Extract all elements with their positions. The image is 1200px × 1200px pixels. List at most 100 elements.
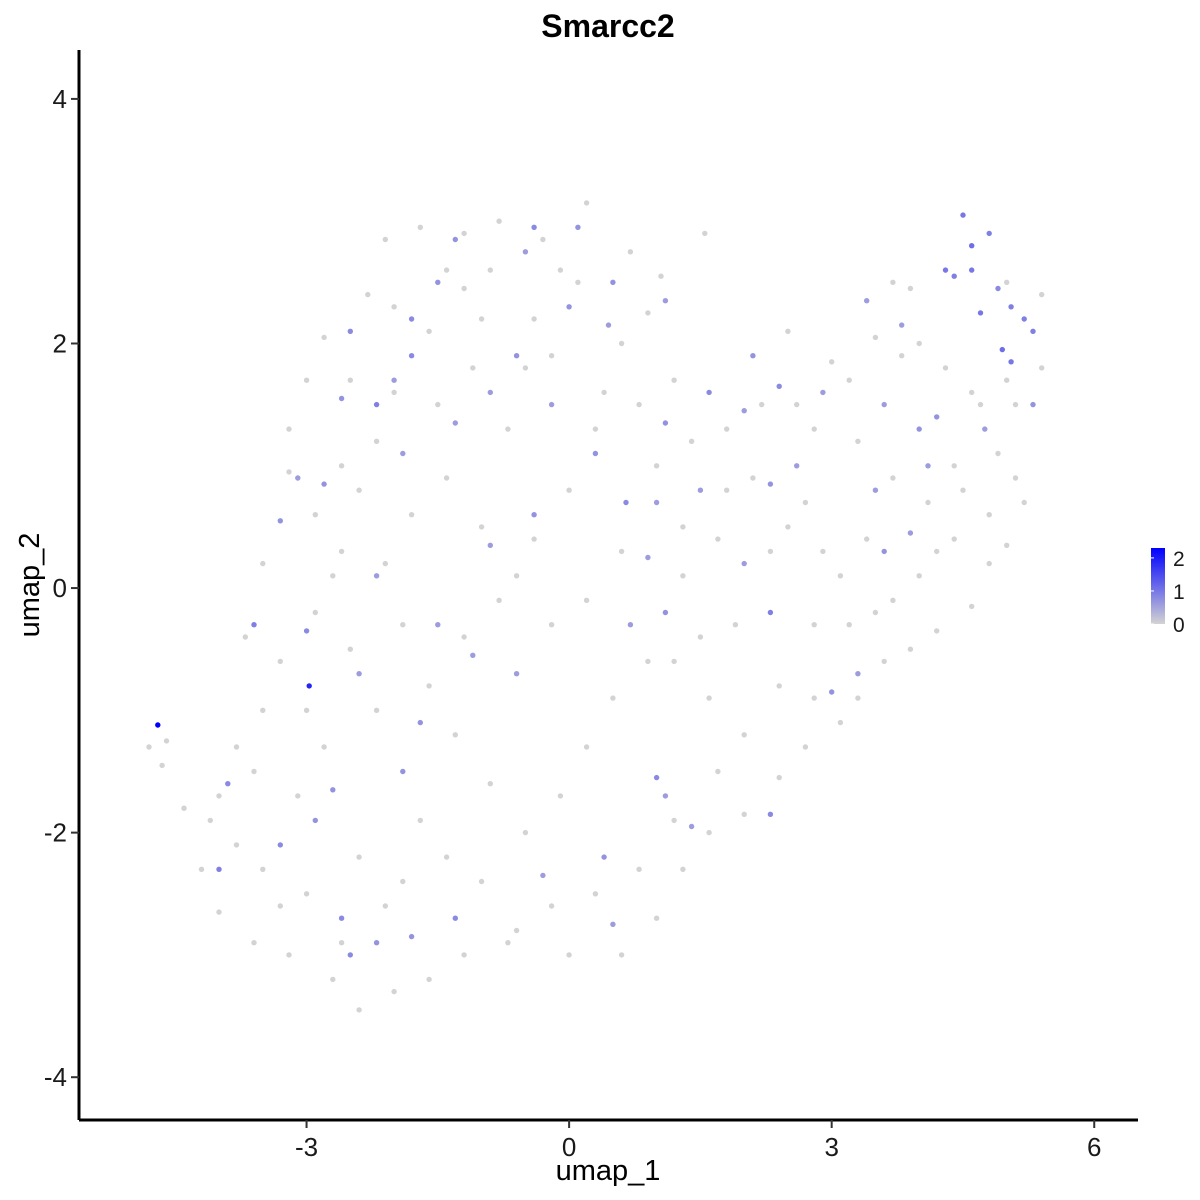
cell-point (338, 395, 345, 402)
cell-point (811, 426, 817, 432)
cell-point (618, 952, 625, 958)
cell-point (986, 560, 992, 567)
cell-point (610, 279, 616, 285)
cell-point (356, 487, 362, 493)
cell-point (452, 732, 458, 738)
cell-point (820, 548, 826, 555)
cell-point (426, 328, 432, 334)
cell-point (785, 328, 791, 334)
cell-point (408, 512, 415, 518)
cell-point (680, 524, 686, 530)
cell-point (461, 230, 467, 237)
cell-point (776, 683, 782, 689)
cell-point (321, 334, 327, 341)
cell-point (303, 377, 310, 383)
cell-point (592, 450, 599, 457)
cell-point (969, 389, 975, 396)
cell-point (216, 909, 222, 915)
cell-point (623, 499, 629, 506)
cell-point (225, 781, 231, 787)
cell-point (347, 328, 353, 334)
cell-point (295, 475, 301, 481)
cell-point (750, 475, 756, 481)
cell-point (680, 866, 686, 872)
cell-point (531, 224, 537, 230)
cell-point (864, 298, 870, 304)
cell-point (750, 353, 756, 359)
cell-point (636, 401, 642, 408)
cell-point (1012, 475, 1019, 481)
cell-point (242, 634, 248, 640)
cell-point (653, 499, 660, 506)
cell-point (846, 377, 852, 383)
cell-point (251, 768, 257, 775)
cell-point (470, 365, 476, 371)
cell-point (592, 426, 599, 432)
cell-point (1008, 304, 1014, 310)
cell-point (960, 487, 966, 493)
cell-point (540, 236, 546, 243)
cell-point (697, 634, 704, 640)
cell-point (802, 744, 809, 750)
cell-point (373, 707, 380, 713)
cell-point (181, 805, 187, 811)
cell-point (715, 768, 721, 775)
cell-point (260, 866, 266, 872)
cell-point (277, 903, 283, 909)
cell-point (741, 811, 747, 817)
cell-point (969, 267, 975, 273)
cell-point (557, 267, 564, 273)
cell-point (338, 548, 345, 555)
y-tick-label: -4 (44, 1062, 67, 1092)
cell-point (934, 414, 940, 420)
cell-point (645, 310, 651, 316)
cell-point (391, 389, 397, 396)
cell-point (837, 573, 844, 579)
cell-point (1004, 542, 1010, 548)
cell-point (662, 609, 669, 616)
cell-point (601, 389, 607, 396)
cell-point (618, 548, 625, 555)
cell-point (277, 658, 283, 665)
cell-point (741, 408, 747, 414)
cell-point (995, 450, 1001, 457)
cell-point (513, 671, 520, 677)
cell-point (1039, 291, 1045, 298)
cell-point (233, 744, 240, 750)
cell-point (662, 298, 669, 304)
cell-point (776, 774, 782, 781)
cell-point (417, 817, 423, 824)
cell-point (995, 285, 1001, 292)
cell-point (522, 829, 529, 836)
x-axis-ticks: -3 0 3 6 (295, 1120, 1101, 1162)
cell-point (1030, 401, 1036, 408)
cell-point (592, 891, 599, 897)
cell-point (330, 787, 336, 793)
cell-point (575, 279, 581, 285)
cell-point (426, 976, 432, 983)
cell-point (1008, 359, 1014, 365)
cell-point (347, 377, 353, 383)
cell-point (391, 988, 397, 995)
cell-point (435, 622, 441, 628)
cell-point (513, 927, 520, 934)
cell-point (400, 878, 406, 885)
cell-point (662, 420, 669, 426)
cell-point (662, 793, 669, 799)
cell-point (505, 940, 511, 946)
cell-point (365, 291, 371, 298)
x-tick-label: 6 (1087, 1132, 1101, 1162)
cell-point (330, 573, 336, 579)
cell-point (767, 811, 774, 817)
cell-point (1039, 365, 1045, 371)
cell-point (942, 267, 949, 273)
cell-point (277, 842, 283, 848)
cell-point (277, 518, 283, 524)
cell-point (829, 359, 835, 365)
cell-point (356, 854, 362, 860)
x-tick-label: -3 (295, 1132, 318, 1162)
cell-point (452, 915, 458, 921)
cell-point (618, 340, 625, 347)
cell-point (741, 732, 747, 738)
y-tick-label: 0 (53, 573, 67, 603)
